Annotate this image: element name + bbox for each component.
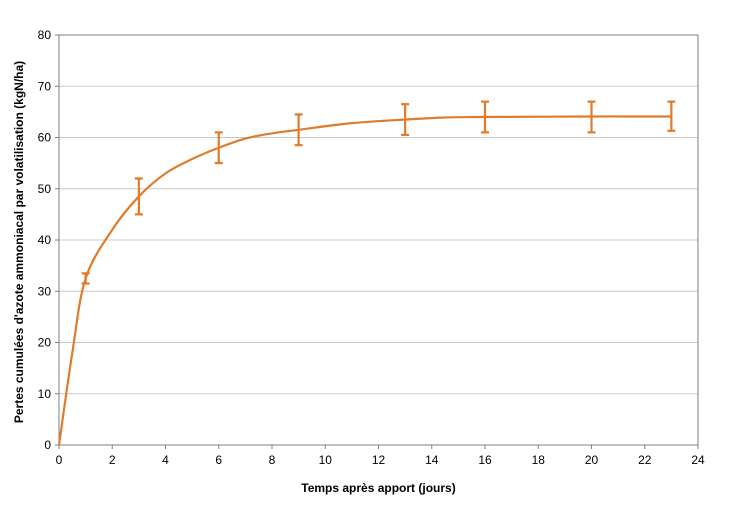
- x-axis: 0 2 4 6 8 10 12 14 16 18 20 22 24: [56, 445, 705, 467]
- x-tick-label: 16: [478, 453, 492, 467]
- y-tick-label: 80: [38, 28, 52, 42]
- y-tick-label: 30: [38, 284, 52, 298]
- x-tick-label: 10: [319, 453, 333, 467]
- error-bar: [667, 100, 676, 132]
- x-tick-label: 2: [109, 453, 116, 467]
- x-tick-label: 0: [56, 453, 63, 467]
- y-tick-label: 0: [44, 438, 51, 452]
- error-bar: [294, 113, 303, 147]
- x-tick-label: 24: [691, 453, 705, 467]
- y-tick-label: 60: [38, 131, 52, 145]
- error-bar: [134, 177, 143, 216]
- error-bar: [401, 103, 410, 137]
- x-tick-label: 20: [585, 453, 599, 467]
- series-group: [57, 100, 676, 446]
- y-tick-label: 20: [38, 336, 52, 350]
- y-tick-label: 50: [38, 182, 52, 196]
- error-bar: [81, 272, 90, 285]
- series-line-0: [57, 115, 672, 446]
- error-bar: [587, 100, 596, 134]
- y-tick-label: 10: [38, 387, 52, 401]
- error-bar: [481, 100, 489, 134]
- x-tick-label: 14: [425, 453, 439, 467]
- y-axis-title: Pertes cumulées d'azote ammoniacal par v…: [12, 61, 26, 423]
- x-tick-label: 12: [372, 453, 386, 467]
- x-tick-label: 18: [532, 453, 546, 467]
- error-bar: [214, 131, 223, 165]
- x-tick-label: 4: [162, 453, 169, 467]
- x-tick-label: 6: [215, 453, 222, 467]
- y-tick-label: 40: [38, 233, 52, 247]
- x-tick-label: 8: [269, 453, 276, 467]
- y-axis: 0 10 20 30 40 50 60 70 80: [38, 28, 59, 452]
- y-tick-label: 70: [38, 79, 52, 93]
- x-axis-title: Temps après apport (jours): [301, 481, 455, 495]
- gridlines: [59, 85, 698, 395]
- x-tick-label: 22: [638, 453, 652, 467]
